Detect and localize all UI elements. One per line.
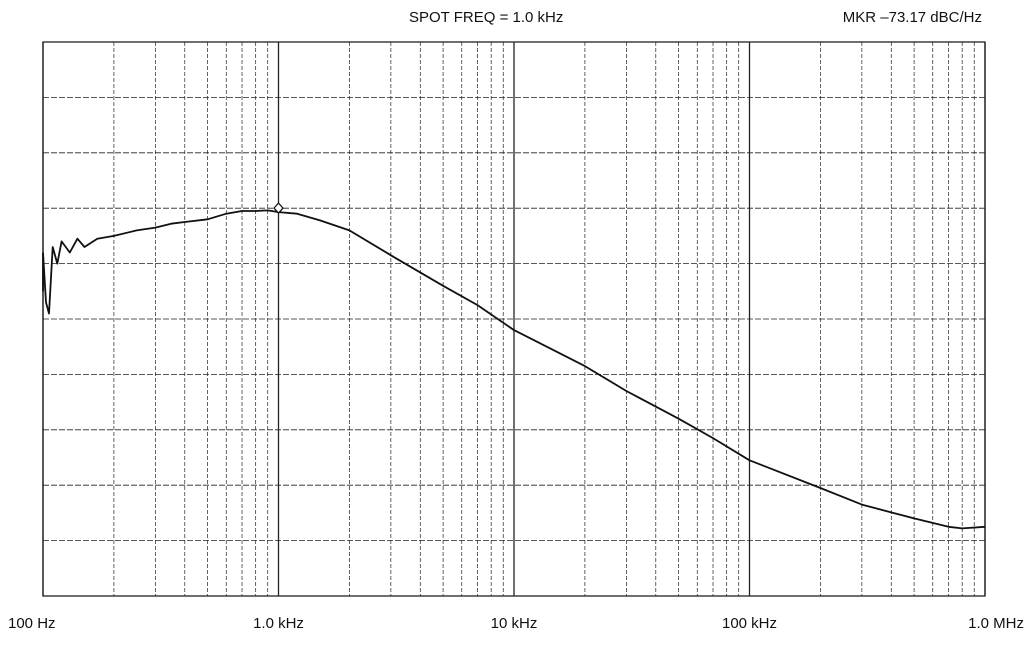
marker-diamond xyxy=(273,202,284,214)
x-tick-label: 1.0 MHz xyxy=(968,615,1024,632)
x-tick-label: 100 Hz xyxy=(8,615,56,632)
spot-frequency-label: SPOT FREQ = 1.0 kHz xyxy=(409,9,564,26)
grid-minor xyxy=(43,42,985,596)
marker-readout: MKR –73.17 dBC/Hz xyxy=(842,9,982,26)
x-tick-label: 100 kHz xyxy=(722,615,777,632)
x-tick-labels: 100 Hz 1.0 kHz 10 kHz 100 kHz 1.0 MHz xyxy=(8,615,1024,632)
plot-frame xyxy=(42,41,986,597)
noise-trace xyxy=(42,209,986,530)
x-tick-label: 10 kHz xyxy=(491,615,538,632)
x-tick-label: 1.0 kHz xyxy=(253,615,304,632)
